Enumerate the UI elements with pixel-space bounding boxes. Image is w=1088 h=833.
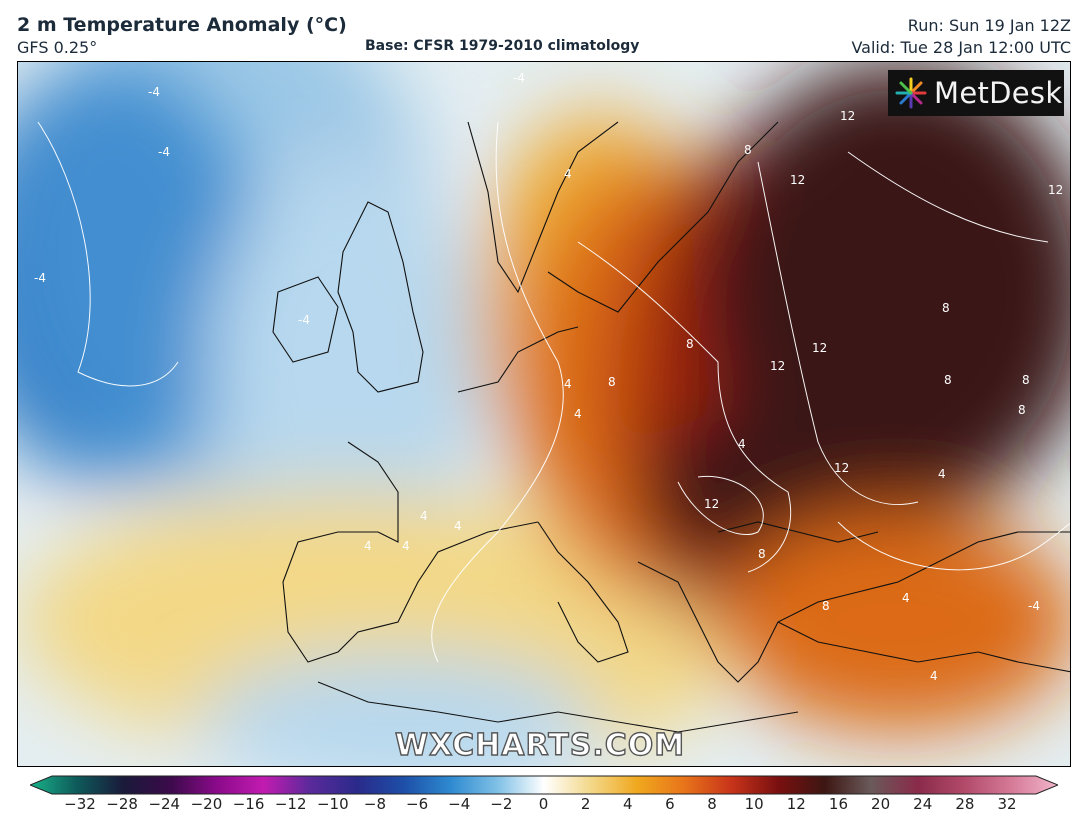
model-name: GFS 0.25° bbox=[17, 38, 98, 57]
contour-label: 4 bbox=[930, 669, 938, 683]
contour-label: 8 bbox=[608, 375, 616, 389]
contour-label: 8 bbox=[944, 373, 952, 387]
contour-label: 12 bbox=[834, 461, 849, 475]
color-scale-tick-label: 32 bbox=[997, 795, 1017, 813]
color-scale-tick-label: −10 bbox=[316, 795, 349, 813]
color-scale-tick-label: 20 bbox=[871, 795, 891, 813]
color-scale-tick-label: 8 bbox=[707, 795, 717, 813]
color-scale-tick-label: −32 bbox=[64, 795, 96, 813]
contour-label: 4 bbox=[902, 591, 910, 605]
contour-label: 8 bbox=[1018, 403, 1026, 417]
color-scale-tick-label: 10 bbox=[744, 795, 764, 813]
contour-label: 8 bbox=[744, 143, 752, 157]
logo-text: MetDesk bbox=[934, 76, 1063, 110]
anomaly-field bbox=[18, 62, 1070, 766]
contour-label: -4 bbox=[148, 85, 160, 99]
color-scale-tick-label: −24 bbox=[148, 795, 181, 813]
contour-label: 4 bbox=[738, 437, 746, 451]
watermark: WXCHARTS.COM bbox=[394, 727, 686, 763]
color-scale-tick-label: 4 bbox=[622, 795, 633, 813]
color-scale-tick-label: 0 bbox=[538, 795, 549, 813]
color-scale-tick-label: 2 bbox=[580, 795, 591, 813]
run-time: Run: Sun 19 Jan 12Z bbox=[907, 16, 1071, 35]
metdesk-logo: MetDesk bbox=[888, 70, 1064, 116]
color-scale-tick-label: −6 bbox=[406, 795, 429, 813]
contour-label: 8 bbox=[686, 337, 694, 351]
contour-label: 8 bbox=[822, 599, 830, 613]
color-scale-tick-label: 24 bbox=[913, 795, 933, 813]
contour-label: 12 bbox=[704, 497, 719, 511]
color-scale-tick-label: −4 bbox=[448, 795, 471, 813]
coastlines bbox=[272, 121, 1070, 733]
hot-anomaly-anatolia bbox=[718, 512, 1070, 732]
color-scale-tick-label: −12 bbox=[274, 795, 307, 813]
cool-anomaly-britain bbox=[208, 162, 488, 562]
contour-label: 12 bbox=[1048, 183, 1063, 197]
contour-label: 4 bbox=[402, 539, 410, 553]
contour-label: 4 bbox=[574, 407, 582, 421]
contour-label: 8 bbox=[942, 301, 950, 315]
contour-label: 8 bbox=[1022, 373, 1030, 387]
cool-anomaly-north-africa bbox=[198, 652, 598, 766]
contour-label: 12 bbox=[812, 341, 827, 355]
contour-label: -4 bbox=[1028, 599, 1040, 613]
contour-label-group: -4 -4 -4 -4 -4 -4 4 4 4 4 4 4 4 4 4 4 4 … bbox=[34, 71, 1063, 683]
metdesk-starburst-icon bbox=[895, 77, 927, 109]
color-scale-tick-label: 16 bbox=[828, 795, 848, 813]
contour-label: 4 bbox=[938, 467, 946, 481]
color-scale-gradient bbox=[30, 775, 1058, 795]
contour-label: 4 bbox=[364, 539, 372, 553]
chart-title: 2 m Temperature Anomaly (°C) bbox=[17, 14, 347, 36]
color-scale-tick-label: 28 bbox=[955, 795, 975, 813]
anomaly-contours bbox=[37, 121, 1070, 663]
color-scale-tick-label: −2 bbox=[490, 795, 513, 813]
color-scale-tick-label: −16 bbox=[232, 795, 265, 813]
contour-label: -4 bbox=[298, 313, 310, 327]
color-scale-bar bbox=[30, 775, 1058, 795]
anomaly-map[interactable]: -4 -4 -4 -4 -4 -4 4 4 4 4 4 4 4 4 4 4 4 … bbox=[17, 61, 1071, 767]
color-scale-tick-label: 12 bbox=[786, 795, 806, 813]
contour-label: 4 bbox=[420, 509, 428, 523]
contour-label: -4 bbox=[513, 71, 525, 85]
contour-label: 12 bbox=[770, 359, 785, 373]
contour-label: -4 bbox=[158, 145, 170, 159]
color-scale-tick-label: −28 bbox=[106, 795, 138, 813]
map-canvas: -4 -4 -4 -4 -4 -4 4 4 4 4 4 4 4 4 4 4 4 … bbox=[18, 62, 1070, 766]
extreme-anomaly-russia bbox=[698, 62, 1070, 522]
contour-label: 4 bbox=[454, 519, 462, 533]
color-scale-tick-label: −20 bbox=[190, 795, 223, 813]
climatology-base: Base: CFSR 1979-2010 climatology bbox=[365, 38, 640, 54]
valid-time: Valid: Tue 28 Jan 12:00 UTC bbox=[851, 38, 1071, 57]
color-scale-tick-label: −8 bbox=[363, 795, 387, 813]
contour-label: 12 bbox=[790, 173, 805, 187]
color-scale-tick-label: 6 bbox=[665, 795, 675, 813]
contour-label: 4 bbox=[564, 167, 572, 181]
contour-label: -4 bbox=[34, 271, 46, 285]
contour-label: 12 bbox=[840, 109, 855, 123]
contour-label: 4 bbox=[564, 377, 572, 391]
contour-label: 8 bbox=[758, 547, 766, 561]
color-scale-ticks: −32 −28 −24 −20 −16 −12 −10 −8 −6 −4 −2 0 2 4 6 8 10 12 16… bbox=[0, 795, 1088, 825]
